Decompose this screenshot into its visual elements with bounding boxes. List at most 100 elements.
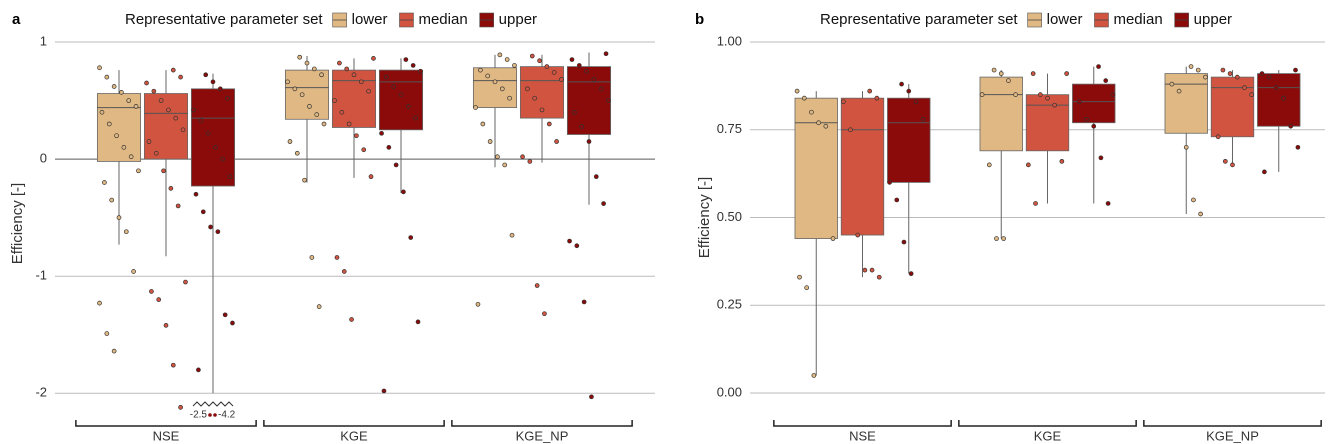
data-point bbox=[368, 174, 374, 180]
data-point bbox=[899, 81, 904, 87]
category-bracket bbox=[1143, 420, 1322, 427]
data-point bbox=[1281, 95, 1286, 101]
data-point bbox=[173, 115, 179, 121]
data-point bbox=[841, 99, 846, 105]
data-point bbox=[158, 98, 164, 103]
data-point bbox=[1259, 71, 1265, 76]
data-point bbox=[183, 279, 188, 285]
data-point bbox=[475, 301, 481, 307]
data-point bbox=[1013, 92, 1018, 98]
data-point bbox=[170, 362, 176, 368]
data-point bbox=[337, 60, 342, 66]
data-point bbox=[104, 331, 110, 336]
data-point bbox=[527, 159, 533, 164]
box bbox=[1257, 73, 1301, 127]
data-point bbox=[581, 299, 587, 305]
data-point bbox=[855, 232, 861, 238]
data-point bbox=[537, 58, 542, 64]
category-bracket bbox=[451, 420, 633, 427]
data-point bbox=[497, 52, 503, 58]
legend-label: upper bbox=[499, 11, 537, 28]
data-point bbox=[398, 92, 404, 98]
data-point bbox=[292, 86, 298, 92]
data-point bbox=[507, 95, 512, 101]
category-bracket bbox=[75, 420, 257, 427]
data-point bbox=[1006, 78, 1011, 83]
data-point bbox=[991, 67, 997, 73]
data-point bbox=[1230, 162, 1235, 168]
data-point bbox=[111, 84, 117, 89]
data-point bbox=[302, 177, 307, 183]
data-point bbox=[193, 191, 199, 197]
data-point bbox=[569, 57, 575, 62]
data-point bbox=[1059, 158, 1065, 164]
data-point bbox=[128, 154, 134, 160]
data-point bbox=[811, 373, 817, 378]
data-point bbox=[1288, 123, 1294, 129]
data-point bbox=[116, 215, 122, 220]
data-point bbox=[332, 98, 337, 103]
data-point bbox=[121, 145, 127, 150]
data-point bbox=[294, 150, 300, 156]
data-point bbox=[1220, 67, 1226, 73]
data-point bbox=[109, 197, 115, 203]
box bbox=[284, 69, 330, 120]
data-point bbox=[823, 123, 829, 129]
data-point bbox=[546, 121, 552, 127]
data-point bbox=[393, 162, 399, 168]
data-point bbox=[203, 72, 209, 78]
data-point bbox=[485, 73, 491, 79]
legend-label: lower bbox=[1047, 11, 1083, 28]
data-point bbox=[153, 150, 159, 156]
data-point bbox=[1227, 71, 1233, 76]
annotation-dot bbox=[213, 413, 217, 417]
data-point bbox=[170, 67, 176, 73]
data-point bbox=[215, 229, 221, 235]
data-point bbox=[1266, 74, 1272, 80]
data-point bbox=[589, 394, 594, 400]
data-point bbox=[579, 123, 585, 129]
x-tick-label: NSE bbox=[849, 428, 876, 443]
data-point bbox=[994, 236, 999, 241]
box bbox=[143, 93, 189, 160]
panel-label: a bbox=[12, 11, 21, 28]
data-point bbox=[133, 104, 139, 109]
data-point bbox=[97, 300, 102, 306]
data-point bbox=[887, 180, 892, 185]
data-point bbox=[321, 121, 327, 127]
y-axis-label: Efficiency [-] bbox=[9, 183, 26, 264]
legend-label: upper bbox=[1194, 11, 1232, 28]
data-point bbox=[830, 236, 836, 241]
data-point bbox=[867, 88, 873, 94]
x-tick-label: KGE bbox=[1034, 428, 1062, 443]
data-point bbox=[874, 95, 880, 101]
data-point bbox=[418, 68, 423, 74]
box bbox=[331, 69, 377, 128]
x-tick-label: KGE_NP bbox=[1206, 428, 1259, 443]
data-point bbox=[136, 168, 141, 174]
data-point bbox=[499, 86, 505, 92]
data-point bbox=[297, 54, 303, 60]
data-point bbox=[149, 289, 154, 294]
data-point bbox=[986, 162, 992, 168]
data-point bbox=[156, 297, 162, 302]
data-point bbox=[168, 186, 174, 191]
data-point bbox=[386, 145, 392, 150]
data-point bbox=[319, 72, 324, 78]
y-tick-label: 0.00 bbox=[717, 384, 742, 399]
data-point bbox=[998, 71, 1004, 76]
data-point bbox=[196, 367, 201, 373]
data-point bbox=[198, 118, 204, 123]
data-point bbox=[314, 112, 320, 117]
data-point bbox=[487, 139, 493, 144]
data-point bbox=[601, 201, 606, 206]
data-point bbox=[906, 88, 912, 94]
box bbox=[566, 66, 612, 135]
legend-label: median bbox=[1113, 11, 1162, 28]
data-point bbox=[205, 130, 211, 136]
data-point bbox=[225, 95, 230, 101]
box bbox=[979, 76, 1023, 152]
data-point bbox=[504, 57, 510, 62]
data-point bbox=[1195, 67, 1201, 73]
